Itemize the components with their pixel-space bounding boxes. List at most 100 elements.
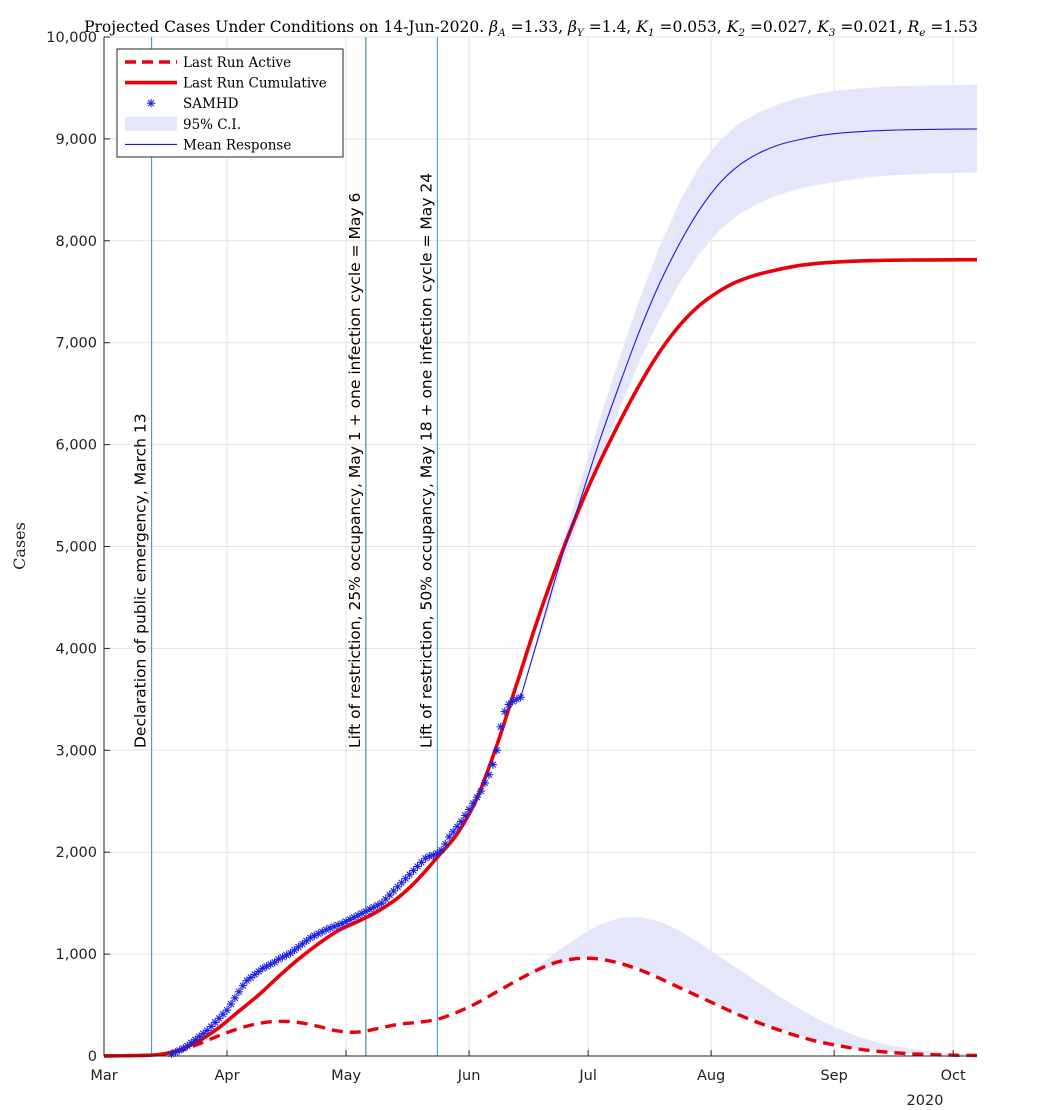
samhd-point xyxy=(226,999,236,1009)
samhd-point xyxy=(480,778,490,788)
samhd-marker-stroke xyxy=(231,994,239,1002)
samhd-marker-stroke xyxy=(243,977,251,984)
confidence-bands xyxy=(520,84,977,1056)
y-axis-ticks: 0 1,000 2,000 3,000 4,000 5,000 6,000 7,000 8,00… xyxy=(46,30,110,1065)
y-tick-label: 0 xyxy=(88,1049,97,1065)
samhd-marker-stroke xyxy=(437,846,445,854)
ci-band xyxy=(520,84,977,698)
samhd-point xyxy=(238,981,248,990)
samhd-marker-stroke xyxy=(235,988,243,996)
legend-label: SAMHD xyxy=(183,96,239,112)
x-axis-year-label: 2020 xyxy=(907,1093,944,1109)
samhd-marker-stroke xyxy=(227,1000,235,1008)
samhd-markers xyxy=(167,693,525,1059)
samhd-marker-stroke xyxy=(485,771,493,779)
legend-label: Last Run Cumulative xyxy=(183,76,327,92)
y-tick-label: 9,000 xyxy=(55,132,97,148)
samhd-marker-stroke xyxy=(303,937,310,945)
samhd-point xyxy=(492,746,502,755)
samhd-point xyxy=(254,967,263,976)
samhd-point xyxy=(500,707,509,716)
samhd-point xyxy=(464,805,474,814)
y-tick-label: 7,000 xyxy=(55,336,97,352)
samhd-point xyxy=(266,960,275,969)
samhd-marker-stroke xyxy=(247,974,255,981)
legend: Last Run Active Last Run Cumulative SAMHD 9… xyxy=(116,48,344,158)
y-tick-label: 8,000 xyxy=(55,234,97,250)
samhd-point xyxy=(437,845,446,855)
samhd-marker-stroke xyxy=(497,723,505,731)
y-tick-label: 5,000 xyxy=(55,540,97,556)
x-tick-label: May xyxy=(331,1068,361,1084)
x-tick-label: Jun xyxy=(457,1068,481,1084)
samhd-marker-stroke xyxy=(291,946,298,954)
samhd-marker-stroke xyxy=(251,971,259,978)
samhd-marker-stroke xyxy=(199,1030,207,1037)
samhd-point xyxy=(298,939,307,949)
x-tick-label: Sep xyxy=(820,1068,847,1084)
samhd-marker-stroke xyxy=(449,828,457,836)
samhd-point xyxy=(230,993,240,1003)
samhd-point xyxy=(484,770,494,779)
samhd-marker-stroke xyxy=(477,787,485,795)
samhd-marker-stroke xyxy=(441,840,449,848)
samhd-marker-stroke xyxy=(255,968,263,975)
samhd-point xyxy=(306,933,315,942)
mean-response-line xyxy=(520,128,978,698)
x-tick-label: Oct xyxy=(941,1068,966,1084)
x-tick-label: Mar xyxy=(90,1068,117,1084)
event-line-label: Lift of restriction, 25% occupancy, May … xyxy=(346,193,364,748)
samhd-marker-stroke xyxy=(239,982,247,990)
samhd-marker-stroke xyxy=(461,812,469,819)
samhd-point xyxy=(425,852,434,861)
y-tick-label: 1,000 xyxy=(55,947,97,963)
ci-band xyxy=(520,916,977,1056)
grid-lines xyxy=(103,36,977,1057)
samhd-marker-stroke xyxy=(473,793,481,801)
event-line-label: Declaration of public emergency, March 1… xyxy=(132,413,150,748)
last-run-active-line xyxy=(103,956,978,1058)
y-axis-label: Cases xyxy=(10,522,29,570)
samhd-marker-stroke xyxy=(481,779,489,787)
samhd-marker-stroke xyxy=(287,949,294,957)
samhd-point xyxy=(397,878,406,887)
samhd-marker-stroke xyxy=(433,849,441,857)
samhd-marker-stroke xyxy=(187,1039,195,1047)
samhd-point xyxy=(222,1005,232,1015)
samhd-marker-stroke xyxy=(271,958,278,966)
samhd-point xyxy=(460,811,470,820)
samhd-point xyxy=(441,839,450,849)
samhd-point xyxy=(468,799,478,808)
samhd-point xyxy=(456,817,466,826)
samhd-point xyxy=(433,849,442,858)
y-tick-label: 2,000 xyxy=(55,845,97,861)
last-run-cumulative-line xyxy=(103,257,978,1058)
samhd-marker-stroke xyxy=(457,818,465,825)
samhd-point xyxy=(449,827,458,837)
samhd-marker-stroke xyxy=(505,701,513,708)
samhd-point xyxy=(171,1048,180,1057)
y-tick-label: 6,000 xyxy=(55,438,97,454)
samhd-marker-stroke xyxy=(180,1045,187,1052)
y-tick-label: 10,000 xyxy=(46,30,97,46)
samhd-marker-stroke xyxy=(501,708,509,715)
samhd-marker-stroke xyxy=(426,852,433,860)
x-axis-ticks: Mar Apr May Jun Jul Aug Sep Oct xyxy=(90,1050,966,1084)
samhd-point xyxy=(187,1038,196,1047)
x-tick-label: Jul xyxy=(578,1068,597,1084)
legend-label: Mean Response xyxy=(183,137,291,153)
samhd-marker-stroke xyxy=(493,746,501,754)
chart-title: Projected Cases Under Conditions on 14-J… xyxy=(84,18,978,39)
samhd-point xyxy=(234,987,244,997)
samhd-marker-stroke xyxy=(191,1036,199,1044)
samhd-point xyxy=(445,832,454,842)
samhd-marker-stroke xyxy=(184,1042,191,1050)
y-tick-label: 4,000 xyxy=(55,641,97,657)
samhd-point xyxy=(202,1026,212,1035)
samhd-point xyxy=(179,1044,188,1053)
samhd-point xyxy=(488,760,498,769)
series-lines xyxy=(103,128,978,1058)
samhd-point xyxy=(381,894,390,904)
samhd-marker-stroke xyxy=(299,940,306,948)
